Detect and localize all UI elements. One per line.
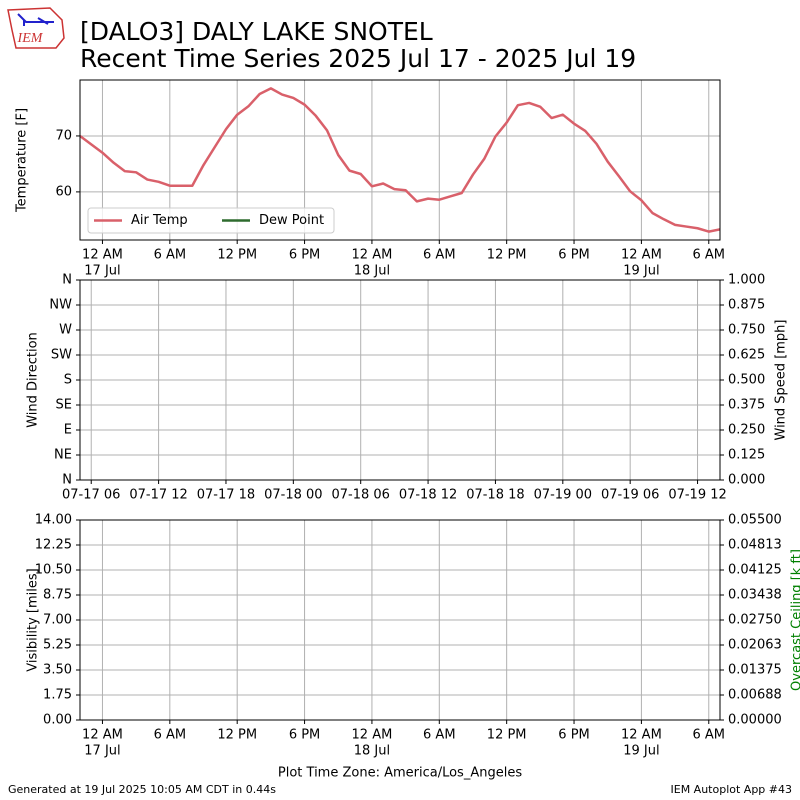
legend-label: Air Temp [131,213,188,228]
chart-title: [DALO3] DALY LAKE SNOTEL [80,17,433,46]
x-tick-date: 19 Jul [623,744,659,759]
y-tick-label: 60 [55,184,72,199]
footer-left: Generated at 19 Jul 2025 10:05 AM CDT in… [8,783,276,796]
y2-tick-label: 0.500 [728,373,765,388]
y-tick-label: 8.75 [43,588,72,603]
y2-tick-label: 0.02750 [728,613,782,628]
x-tick-label: 6 AM [154,728,187,743]
x-tick-label: 12 AM [352,728,393,743]
x-tick-label: 07-19 00 [534,488,592,503]
x-tick-date: 18 Jul [354,264,390,279]
y-tick-label: N [62,273,72,288]
panel: 07-17 06 07-17 12 07-17 18 07-18 00 07-18 06… [26,273,789,503]
x-tick-label: 07-19 12 [668,488,726,503]
y2-tick-label: 0.04125 [728,563,782,578]
plot-frame [79,279,721,481]
x-tick-label: 12 PM [487,728,527,743]
y-tick-label: SW [51,348,72,363]
y-tick-label: 0.00 [43,713,72,728]
x-tick-label: 07-17 18 [197,488,255,503]
x-tick-label: 07-17 06 [62,488,120,503]
plot-frame [79,79,721,241]
x-tick-label: 12 AM [82,728,123,743]
x-tick-date: 17 Jul [84,264,120,279]
y2-tick-label: 0.00000 [728,713,782,728]
x-tick-label: 12 AM [621,248,662,263]
logo-text: IEM [17,31,44,46]
y-tick-label: 3.50 [43,663,72,678]
x-tick-label: 12 PM [217,248,257,263]
x-tick-label: 6 AM [693,728,726,743]
plot-frame [79,519,721,721]
y-tick-label: S [64,373,72,388]
x-tick-label: 12 AM [621,728,662,743]
x-tick-label: 07-18 06 [331,488,389,503]
x-tick-label: 6 PM [558,728,589,743]
y-tick-label: 5.25 [43,638,72,653]
footer-right: IEM Autoplot App #43 [671,783,793,796]
y-tick-label: NW [49,298,72,313]
legend-box [87,207,335,234]
y-tick-label: 70 [55,128,72,143]
x-tick-label: 12 PM [217,728,257,743]
y2-axis-label: Overcast Ceiling [k ft] [790,549,800,691]
y2-tick-label: 0.02063 [728,638,782,653]
y2-tick-label: 0.375 [728,398,765,413]
data-line [80,87,720,233]
x-tick-label: 6 AM [154,248,187,263]
x-tick-label: 6 AM [423,248,456,263]
x-tick-label: 07-18 18 [466,488,524,503]
x-tick-label: 12 AM [352,248,393,263]
y2-tick-label: 0.125 [728,448,765,463]
x-tick-date: 19 Jul [623,264,659,279]
y-axis-label: Visibility [miles] [26,568,41,671]
y-tick-label: 1.75 [43,688,72,703]
x-tick-date: 18 Jul [354,744,390,759]
y2-tick-label: 0.750 [728,323,765,338]
y-tick-label: 10.50 [35,563,72,578]
y2-tick-label: 0.875 [728,298,765,313]
y2-tick-label: 0.000 [728,473,765,488]
y2-tick-label: 0.250 [728,423,765,438]
x-tick-label: 07-18 00 [264,488,322,503]
y-tick-label: NE [54,448,72,463]
y-tick-label: N [62,473,72,488]
x-tick-label: 07-19 06 [601,488,659,503]
x-tick-date: 17 Jul [84,744,120,759]
y-tick-label: E [64,423,72,438]
x-tick-label: 07-18 12 [399,488,457,503]
x-tick-label: 6 AM [423,728,456,743]
x-axis-label: Plot Time Zone: America/Los_Angeles [278,766,522,781]
y-axis-label: Wind Direction [26,332,41,428]
x-tick-label: 6 PM [289,728,320,743]
logo-lines [17,13,54,26]
y2-tick-label: 1.000 [728,273,765,288]
y2-tick-label: 0.05500 [728,513,782,528]
y2-tick-label: 0.625 [728,348,765,363]
y-tick-label: 14.00 [35,513,72,528]
x-tick-label: 12 PM [487,248,527,263]
x-tick-label: 12 AM [82,248,123,263]
x-tick-label: 07-17 12 [129,488,187,503]
y-tick-label: 7.00 [43,613,72,628]
y2-tick-label: 0.00688 [728,688,782,703]
y-tick-label: 12.25 [35,538,72,553]
y2-tick-label: 0.01375 [728,663,782,678]
y-tick-label: SE [56,398,72,413]
y-tick-label: W [59,323,72,338]
y2-axis-label: Wind Speed [mph] [774,320,789,441]
x-tick-label: 6 AM [693,248,726,263]
x-tick-label: 6 PM [558,248,589,263]
y-axis-label: Temperature [F] [15,108,30,213]
chart-subtitle: Recent Time Series 2025 Jul 17 - 2025 Ju… [80,44,636,73]
logo: IEM [7,7,65,49]
legend-label: Dew Point [259,213,324,228]
y2-tick-label: 0.04813 [728,538,782,553]
x-tick-label: 6 PM [289,248,320,263]
y2-tick-label: 0.03438 [728,588,782,603]
